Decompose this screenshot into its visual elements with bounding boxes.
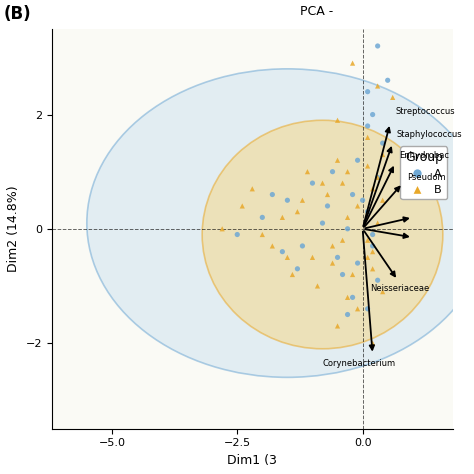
Point bbox=[269, 191, 276, 198]
Point bbox=[344, 293, 351, 301]
Point bbox=[389, 93, 396, 101]
Point bbox=[329, 242, 337, 250]
Point bbox=[334, 156, 341, 164]
Point bbox=[279, 214, 286, 221]
Point bbox=[344, 225, 351, 233]
Point bbox=[283, 254, 291, 261]
Y-axis label: Dim2 (14.8%): Dim2 (14.8%) bbox=[7, 185, 20, 272]
Point bbox=[334, 117, 341, 124]
Point bbox=[364, 254, 372, 261]
Point bbox=[369, 111, 376, 118]
Point bbox=[364, 134, 372, 141]
Point bbox=[324, 191, 331, 198]
Ellipse shape bbox=[87, 69, 474, 377]
Point bbox=[234, 231, 241, 238]
Point bbox=[339, 271, 346, 278]
Point bbox=[293, 208, 301, 216]
Point bbox=[369, 265, 376, 273]
Point bbox=[293, 265, 301, 273]
Point bbox=[364, 237, 372, 244]
Point bbox=[344, 214, 351, 221]
Point bbox=[379, 139, 386, 147]
Point bbox=[299, 242, 306, 250]
Point bbox=[329, 259, 337, 267]
Point bbox=[359, 196, 366, 204]
Point bbox=[279, 248, 286, 255]
Point bbox=[384, 76, 392, 84]
Point bbox=[309, 179, 316, 187]
Point bbox=[354, 259, 361, 267]
Point bbox=[283, 196, 291, 204]
Point bbox=[369, 242, 376, 250]
Point bbox=[219, 225, 226, 233]
Text: Streptococcus: Streptococcus bbox=[395, 107, 455, 116]
Point bbox=[349, 59, 356, 67]
Point bbox=[324, 202, 331, 210]
Point bbox=[349, 271, 356, 278]
Point bbox=[349, 293, 356, 301]
Text: (B): (B) bbox=[4, 5, 31, 23]
Point bbox=[364, 122, 372, 130]
Point bbox=[374, 173, 382, 181]
Point bbox=[379, 196, 386, 204]
Point bbox=[289, 271, 296, 278]
Point bbox=[374, 173, 382, 181]
Point bbox=[344, 311, 351, 319]
Text: Pseudom: Pseudom bbox=[407, 173, 446, 182]
Text: PCA -: PCA - bbox=[301, 5, 334, 18]
Point bbox=[374, 42, 382, 50]
Point bbox=[329, 168, 337, 175]
Point bbox=[369, 248, 376, 255]
Point bbox=[354, 305, 361, 312]
Point bbox=[369, 185, 376, 192]
Point bbox=[319, 179, 326, 187]
Point bbox=[374, 82, 382, 90]
Point bbox=[374, 276, 382, 284]
Point bbox=[258, 231, 266, 238]
Point bbox=[354, 202, 361, 210]
Point bbox=[299, 196, 306, 204]
Point bbox=[344, 168, 351, 175]
Point bbox=[364, 305, 372, 312]
Legend: A, B: A, B bbox=[401, 146, 447, 200]
Point bbox=[369, 231, 376, 238]
Point bbox=[304, 168, 311, 175]
Text: Neisseriaceae: Neisseriaceae bbox=[370, 284, 429, 293]
Point bbox=[354, 156, 361, 164]
Point bbox=[258, 214, 266, 221]
Point bbox=[334, 322, 341, 330]
Point bbox=[238, 202, 246, 210]
Point bbox=[248, 185, 256, 192]
Point bbox=[339, 179, 346, 187]
Point bbox=[339, 237, 346, 244]
Point bbox=[364, 162, 372, 170]
Point bbox=[364, 208, 372, 216]
Text: Staphylococcus: Staphylococcus bbox=[397, 130, 462, 139]
Ellipse shape bbox=[202, 120, 443, 349]
Text: Corynebacterium: Corynebacterium bbox=[322, 358, 396, 367]
Point bbox=[334, 254, 341, 261]
Point bbox=[379, 151, 386, 158]
Point bbox=[379, 288, 386, 295]
Text: Enhydrobac: Enhydrobac bbox=[399, 151, 449, 160]
Point bbox=[314, 282, 321, 290]
X-axis label: Dim1 (3: Dim1 (3 bbox=[228, 454, 277, 467]
Point bbox=[349, 191, 356, 198]
Point bbox=[269, 242, 276, 250]
Point bbox=[309, 254, 316, 261]
Point bbox=[374, 219, 382, 227]
Point bbox=[364, 88, 372, 95]
Point bbox=[369, 339, 376, 347]
Point bbox=[319, 219, 326, 227]
